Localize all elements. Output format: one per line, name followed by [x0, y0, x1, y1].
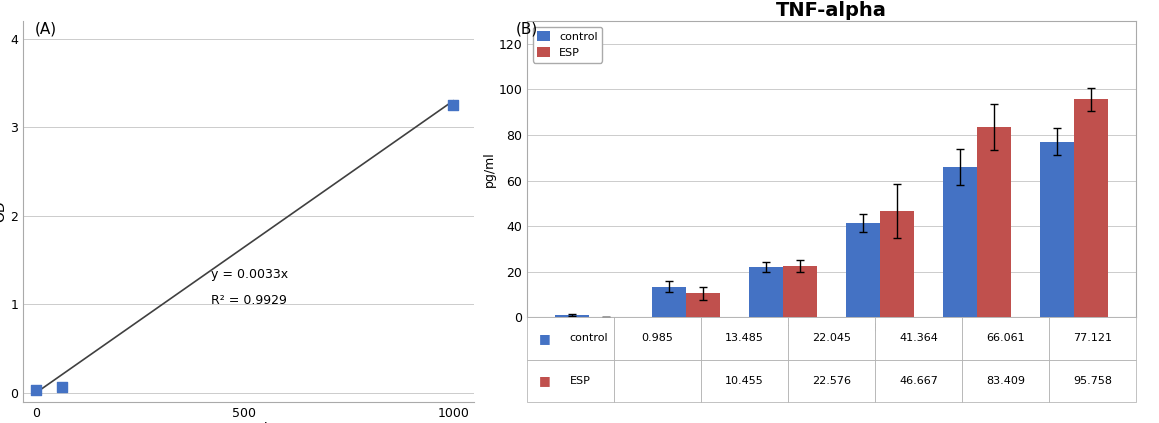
Bar — [783, 266, 817, 317]
Bar — [1074, 99, 1108, 317]
Text: (A): (A) — [35, 21, 57, 36]
Text: (B): (B) — [516, 21, 538, 36]
Bar — [651, 286, 686, 317]
Y-axis label: OD: OD — [0, 201, 8, 222]
Text: ■: ■ — [539, 332, 551, 345]
Bar — [749, 267, 783, 317]
Text: ■: ■ — [539, 374, 551, 387]
Bar — [880, 211, 914, 317]
Bar — [977, 127, 1011, 317]
Title: TNF-alpha: TNF-alpha — [777, 0, 887, 19]
Point — [444, 102, 462, 109]
Legend: control, ESP: control, ESP — [533, 27, 603, 63]
Text: control: control — [570, 333, 608, 343]
Text: ESP: ESP — [570, 376, 591, 386]
Y-axis label: pg/ml: pg/ml — [482, 151, 496, 187]
Bar — [1040, 142, 1074, 317]
Text: y = 0.0033x: y = 0.0033x — [211, 268, 289, 281]
Bar — [555, 315, 589, 317]
Bar — [846, 223, 880, 317]
Text: R² = 0.9929: R² = 0.9929 — [211, 294, 287, 308]
Point — [52, 383, 71, 390]
Bar — [686, 294, 720, 317]
Bar — [943, 167, 977, 317]
Point — [27, 387, 45, 393]
